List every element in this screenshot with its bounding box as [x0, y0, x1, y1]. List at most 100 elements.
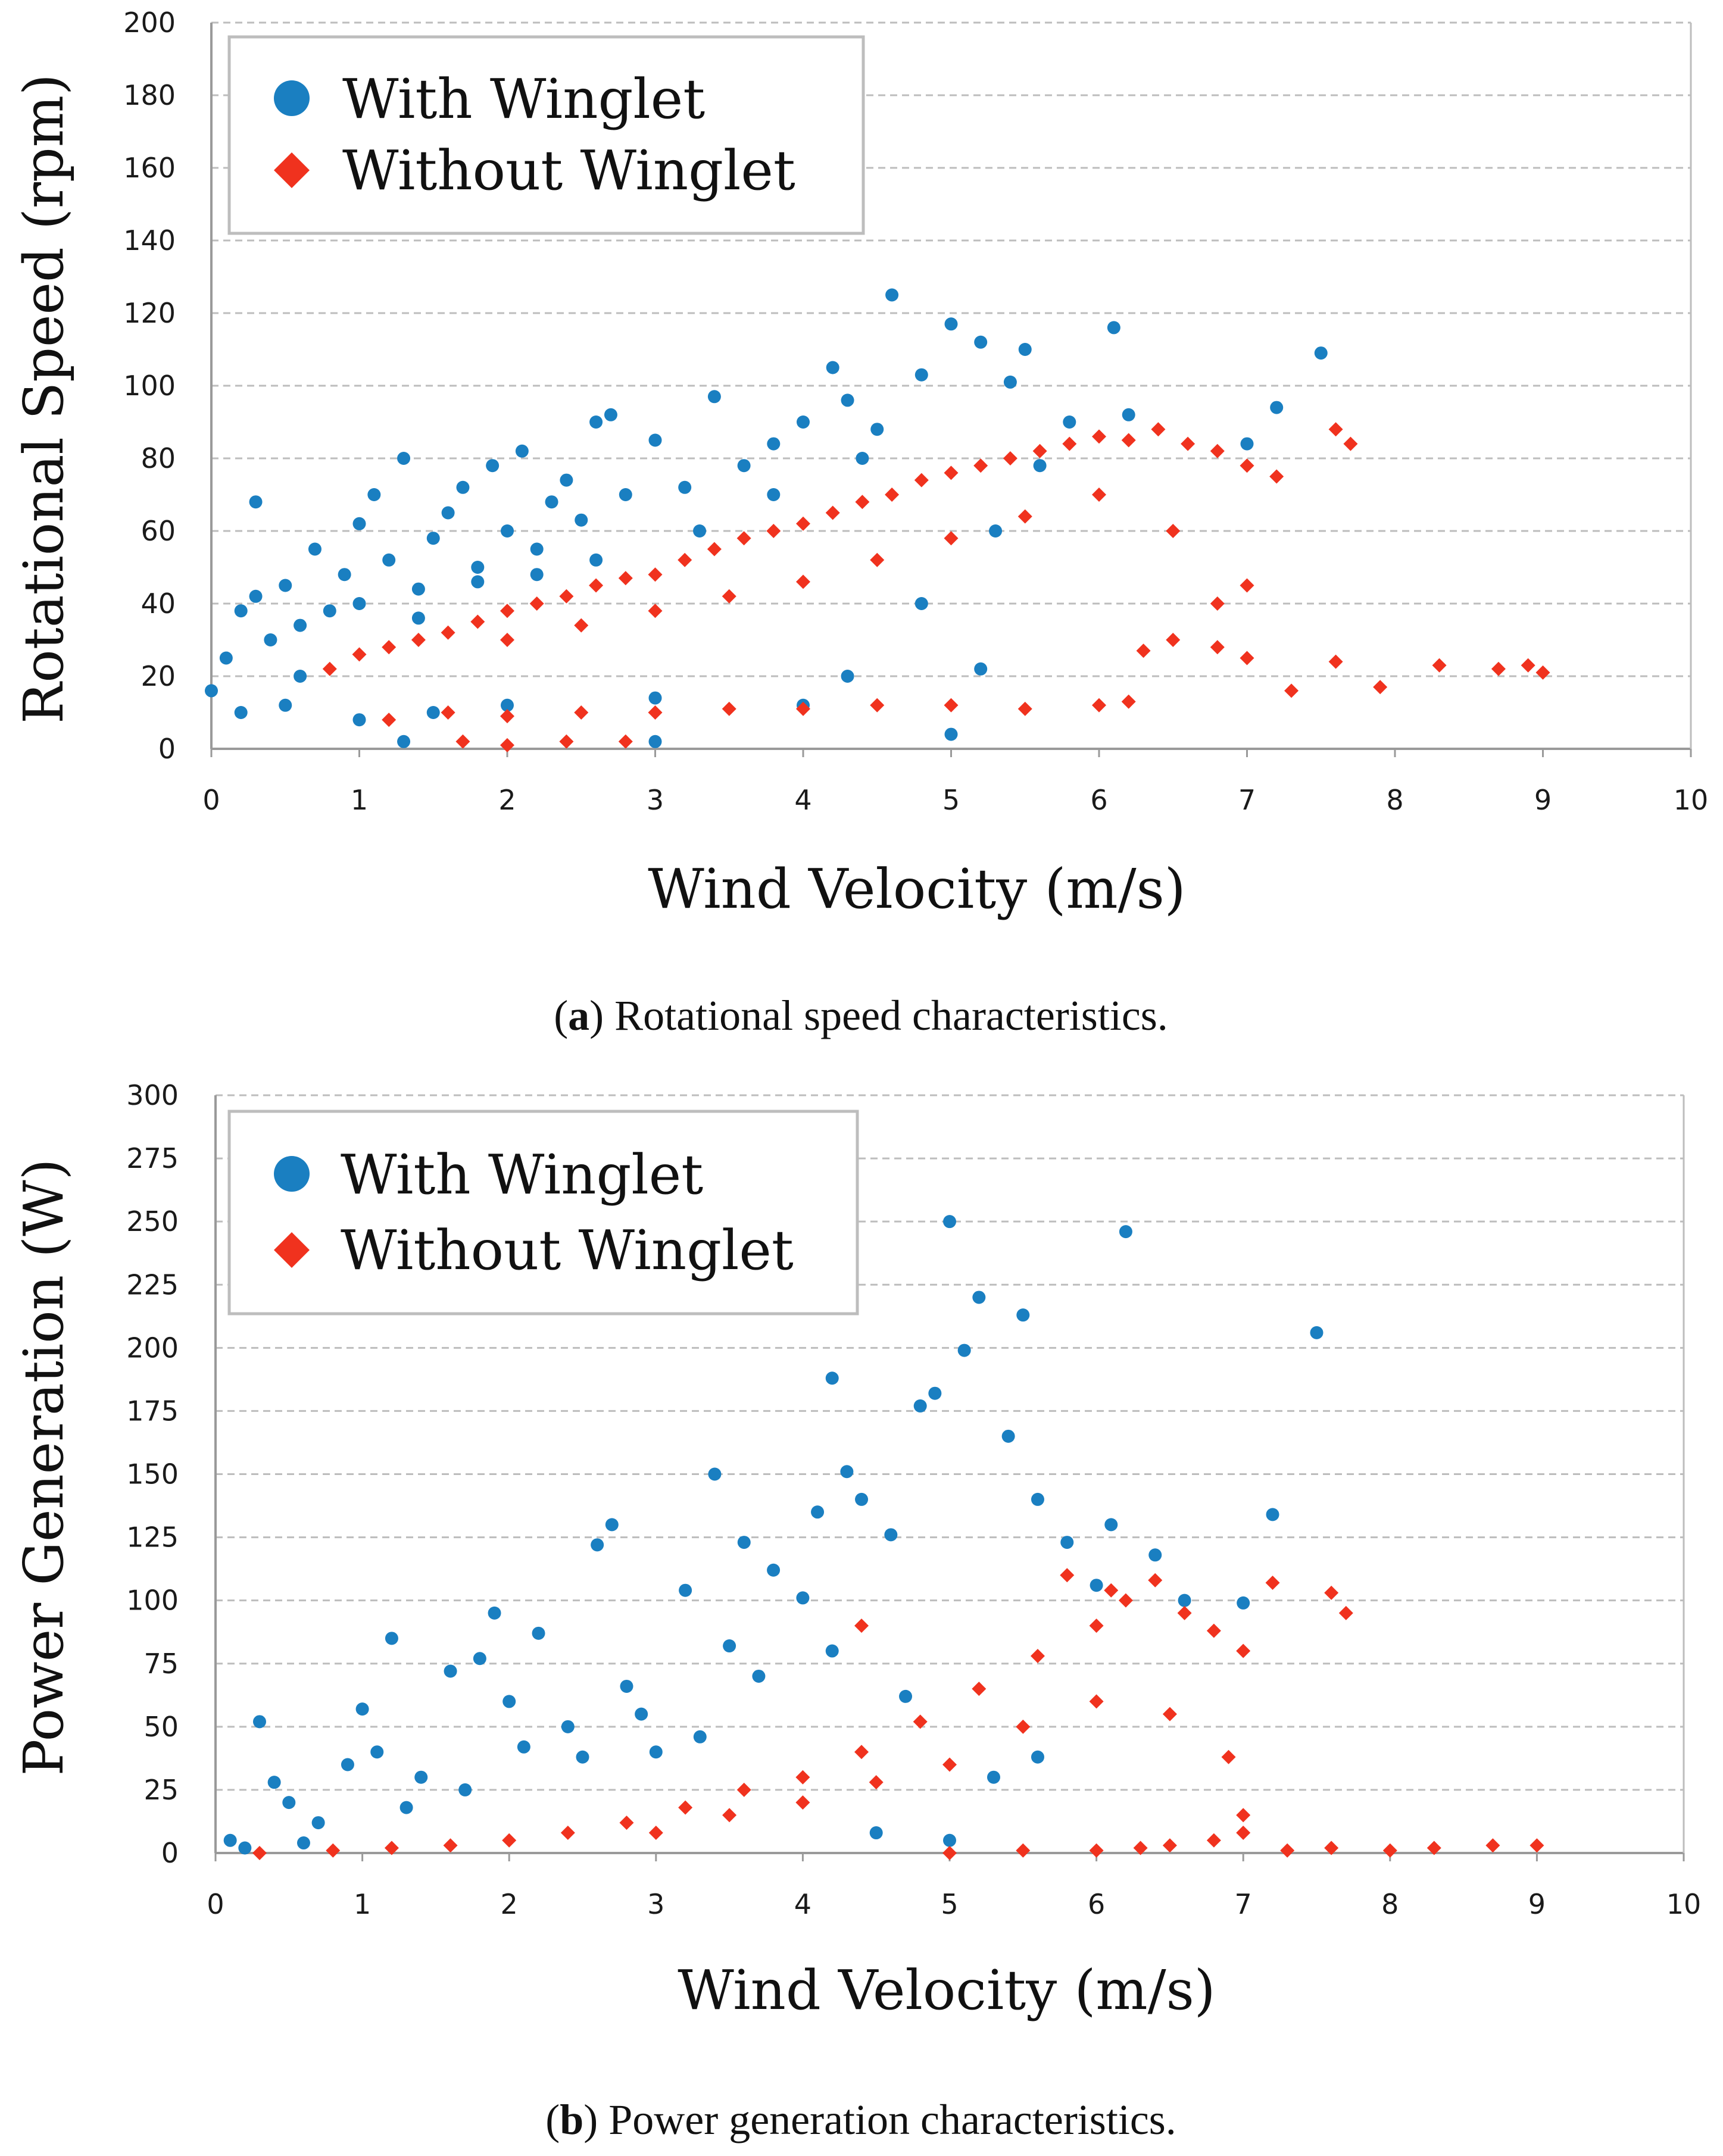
point-with-winglet: [944, 317, 958, 331]
point-with-winglet: [1270, 401, 1284, 414]
point-with-winglet: [267, 1776, 281, 1789]
x-tick-label: 6: [1090, 784, 1107, 816]
point-with-winglet: [944, 727, 958, 741]
point-without-winglet: [944, 465, 959, 480]
point-with-winglet: [1003, 375, 1017, 389]
legend-b: With Winglet Without Winglet: [227, 1110, 859, 1316]
x-tick-label: 0: [207, 1888, 224, 1920]
caption-b: (b) Power generation characteristics.: [545, 2096, 1176, 2143]
point-with-winglet: [1178, 1593, 1191, 1607]
point-without-winglet: [619, 1816, 634, 1830]
point-with-winglet: [693, 524, 707, 538]
point-without-winglet: [1016, 1719, 1031, 1734]
point-with-winglet: [825, 1644, 839, 1658]
y-ticks-b: 0 25 50 75 100 125 150 175 200 225 250 275 300: [126, 1079, 179, 1869]
legend-marker-without-winglet: [274, 152, 310, 188]
point-with-winglet: [576, 1750, 589, 1764]
point-with-winglet: [560, 473, 573, 487]
point-without-winglet: [382, 713, 397, 727]
point-with-winglet: [1122, 408, 1135, 421]
point-with-winglet: [972, 1291, 986, 1304]
point-with-winglet: [382, 553, 396, 567]
x-ticks-a: 0 1 2 3 4 5 6 7 8 9 10: [202, 749, 1708, 816]
point-with-winglet: [1063, 415, 1076, 429]
point-with-winglet: [723, 1639, 736, 1653]
point-without-winglet: [252, 1846, 267, 1860]
point-without-winglet: [1269, 469, 1284, 484]
point-with-winglet: [1016, 1308, 1030, 1322]
point-with-winglet: [811, 1505, 825, 1519]
point-with-winglet: [708, 1467, 722, 1481]
y-tick-label: 225: [126, 1268, 179, 1301]
point-without-winglet: [736, 1782, 751, 1797]
y-tick-label: 160: [123, 152, 176, 184]
point-with-winglet: [869, 1826, 883, 1840]
point-without-winglet: [1280, 1843, 1295, 1858]
x-tick-label: 7: [1238, 784, 1256, 816]
point-with-winglet: [205, 684, 218, 698]
point-without-winglet: [1089, 1618, 1104, 1633]
point-without-winglet: [1062, 436, 1077, 451]
point-without-winglet: [1089, 1694, 1104, 1709]
point-with-winglet: [974, 662, 988, 676]
point-with-winglet: [238, 1841, 252, 1855]
point-with-winglet: [1001, 1429, 1015, 1443]
point-without-winglet: [1121, 433, 1136, 448]
point-without-winglet: [648, 705, 663, 720]
point-without-winglet: [500, 709, 514, 724]
y-ticks-a: 0 20 40 60 80 100 120 140 160 180 200: [123, 7, 176, 765]
y-tick-label: 125: [126, 1521, 179, 1554]
point-without-winglet: [1382, 1843, 1397, 1858]
y-tick-label: 200: [126, 1332, 179, 1364]
point-with-winglet: [913, 1399, 927, 1413]
point-with-winglet: [1119, 1225, 1132, 1239]
y-tick-label: 250: [126, 1205, 179, 1238]
x-tick-label: 1: [351, 784, 368, 816]
point-without-winglet: [1089, 1843, 1104, 1858]
point-with-winglet: [367, 488, 381, 501]
point-without-winglet: [722, 1808, 737, 1823]
point-with-winglet: [411, 582, 425, 596]
point-without-winglet: [854, 1745, 869, 1760]
x-tick-label: 5: [941, 1888, 958, 1920]
y-tick-label: 75: [143, 1648, 179, 1680]
x-tick-label: 7: [1235, 1888, 1252, 1920]
point-with-winglet: [219, 651, 233, 665]
point-with-winglet: [355, 1702, 369, 1716]
point-with-winglet: [884, 1528, 898, 1542]
point-with-winglet: [517, 1740, 530, 1754]
x-tick-label: 10: [1674, 784, 1709, 816]
point-without-winglet: [1166, 633, 1181, 647]
x-axis-label: Wind Velocity (m/s): [648, 857, 1185, 921]
point-without-winglet: [1148, 1573, 1163, 1588]
y-tick-label: 140: [123, 224, 176, 257]
point-without-winglet: [1162, 1707, 1177, 1721]
point-with-winglet: [1090, 1579, 1103, 1592]
x-ticks-b: 0 1 2 3 4 5 6 7 8 9 10: [207, 1853, 1701, 1920]
point-without-winglet: [1324, 1585, 1339, 1600]
point-with-winglet: [296, 1836, 310, 1850]
point-without-winglet: [1104, 1583, 1119, 1598]
point-with-winglet: [826, 361, 839, 374]
point-without-winglet: [1535, 665, 1550, 680]
y-tick-label: 180: [123, 79, 176, 111]
y-tick-label: 0: [158, 733, 176, 765]
point-with-winglet: [426, 706, 440, 719]
caption-a: (a) Rotational speed characteristics.: [554, 992, 1168, 1039]
point-without-winglet: [1284, 683, 1299, 698]
point-with-winglet: [1266, 1508, 1279, 1521]
point-with-winglet: [589, 553, 603, 567]
point-with-winglet: [825, 1371, 839, 1385]
point-with-winglet: [957, 1343, 971, 1357]
y-tick-label: 120: [123, 297, 176, 329]
point-without-winglet: [1177, 1605, 1192, 1620]
legend-marker-with-winglet: [274, 1156, 310, 1192]
point-without-winglet: [574, 705, 589, 720]
x-tick-label: 3: [647, 784, 664, 816]
point-without-winglet: [618, 734, 633, 749]
point-with-winglet: [352, 597, 366, 610]
point-with-winglet: [989, 524, 1003, 538]
point-with-winglet: [385, 1632, 398, 1645]
point-with-winglet: [649, 1745, 663, 1759]
